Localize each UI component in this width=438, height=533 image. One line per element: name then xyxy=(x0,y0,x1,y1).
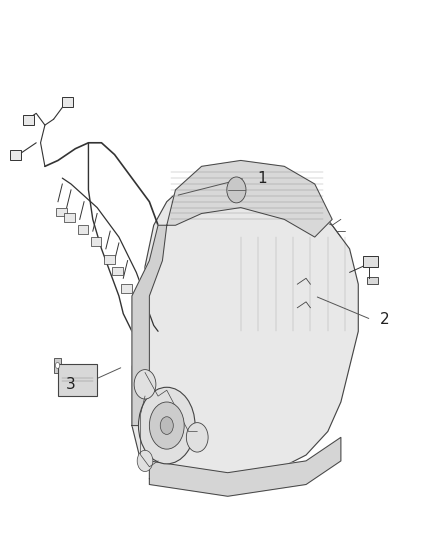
Polygon shape xyxy=(149,438,341,496)
Polygon shape xyxy=(132,225,167,425)
Circle shape xyxy=(137,450,153,472)
FancyBboxPatch shape xyxy=(53,358,61,373)
FancyBboxPatch shape xyxy=(367,277,378,284)
Polygon shape xyxy=(167,160,332,237)
FancyBboxPatch shape xyxy=(78,225,88,234)
FancyBboxPatch shape xyxy=(91,237,102,246)
Polygon shape xyxy=(132,166,358,479)
Circle shape xyxy=(55,362,60,368)
FancyBboxPatch shape xyxy=(113,266,123,276)
FancyBboxPatch shape xyxy=(62,97,73,108)
Circle shape xyxy=(186,423,208,452)
Circle shape xyxy=(227,177,246,203)
Circle shape xyxy=(160,417,173,434)
FancyBboxPatch shape xyxy=(56,207,67,216)
FancyBboxPatch shape xyxy=(10,150,21,160)
FancyBboxPatch shape xyxy=(23,115,34,125)
Text: 3: 3 xyxy=(66,377,76,392)
FancyBboxPatch shape xyxy=(121,284,132,293)
FancyBboxPatch shape xyxy=(64,214,75,222)
Circle shape xyxy=(138,387,195,464)
FancyBboxPatch shape xyxy=(58,364,97,396)
Text: 1: 1 xyxy=(258,171,267,185)
FancyBboxPatch shape xyxy=(104,255,115,263)
Text: 2: 2 xyxy=(380,312,389,327)
FancyBboxPatch shape xyxy=(363,256,378,266)
Circle shape xyxy=(134,369,156,399)
Circle shape xyxy=(149,402,184,449)
